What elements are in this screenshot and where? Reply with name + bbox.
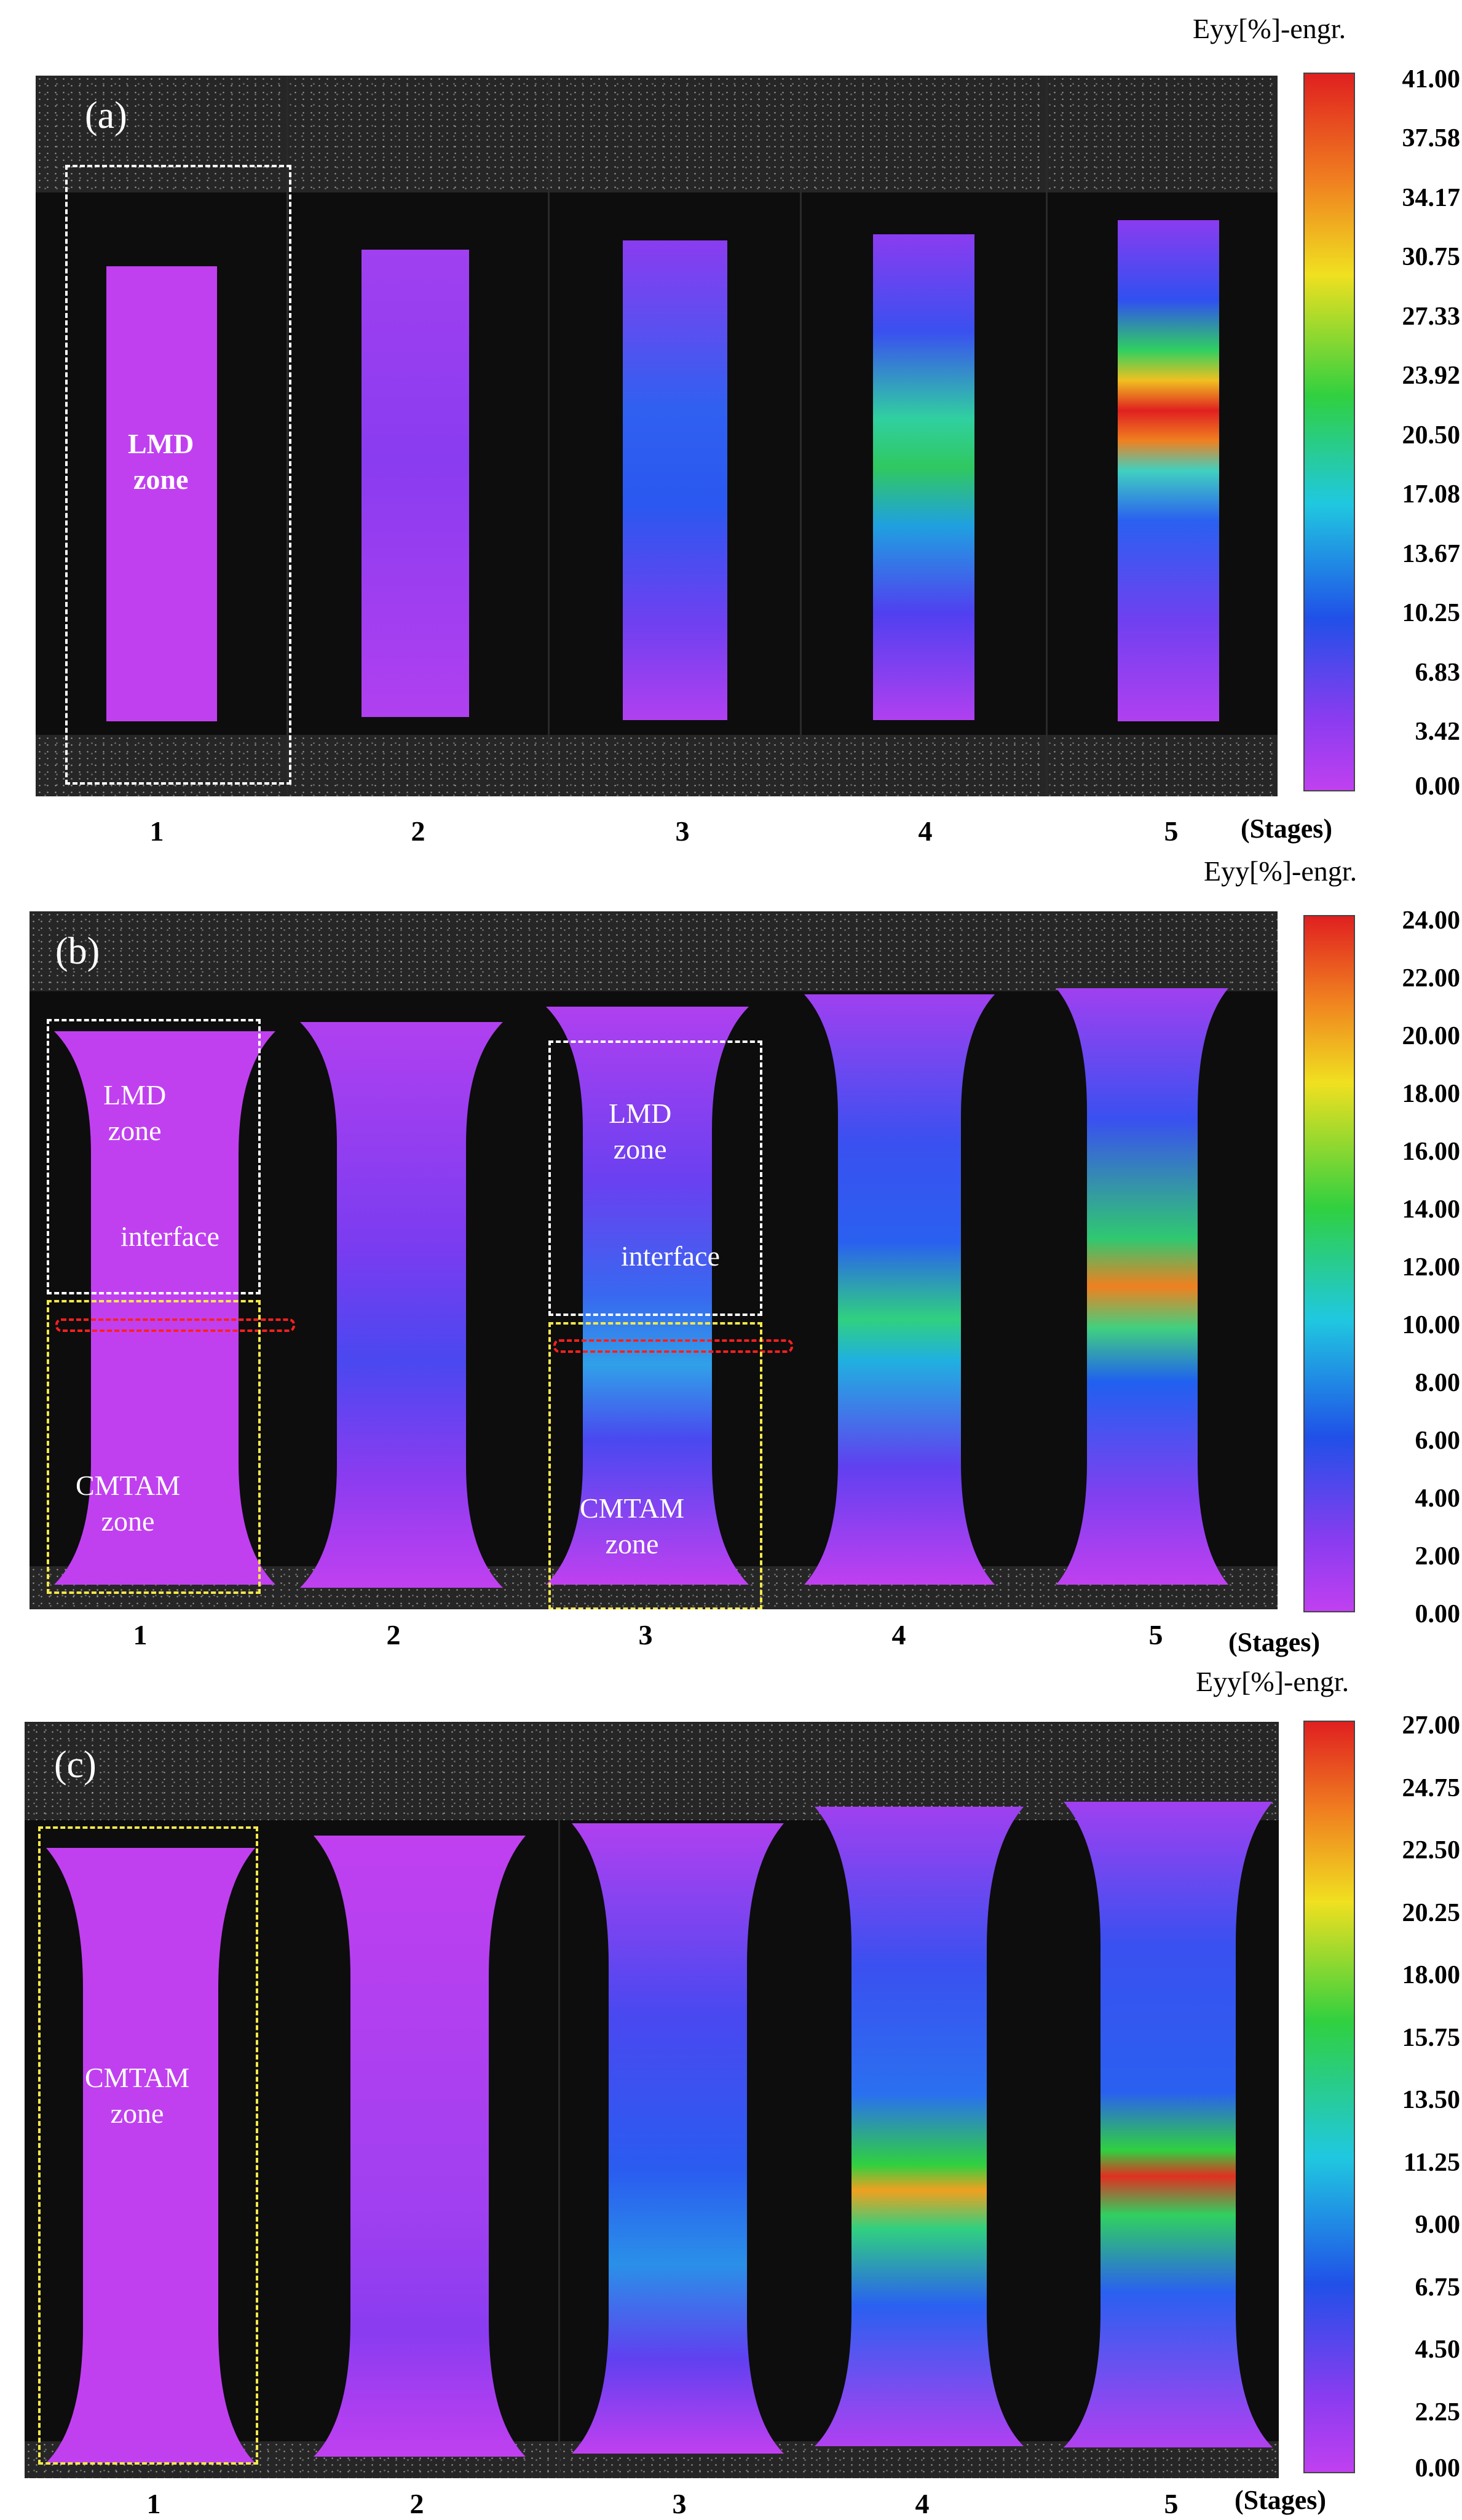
specimen-c4 — [815, 1807, 1024, 2446]
interface-line — [553, 1339, 793, 1353]
stages-title: (Stages) — [1235, 2485, 1327, 2515]
stage-label: 3 — [675, 815, 690, 847]
lmd-zone-label: LMD zone — [128, 428, 194, 495]
stage-label: 5 — [1164, 2488, 1179, 2519]
legend-title: Eyy[%]-engr. — [1204, 855, 1357, 887]
cmtam-zone-box — [38, 1826, 258, 2465]
stage-label: 3 — [672, 2488, 687, 2519]
specimen-b2 — [300, 1022, 503, 1588]
specimen-a2 — [362, 250, 469, 717]
panel-letter: (b) — [55, 930, 100, 972]
colorbar — [1303, 73, 1355, 791]
specimen-a5 — [1118, 220, 1219, 721]
lmd-zone-box — [65, 165, 291, 785]
specimen-b3 — [546, 1007, 749, 1585]
stage-label: 1 — [146, 2488, 161, 2519]
specimen-a4 — [873, 234, 974, 720]
grip-noise-top — [30, 911, 1278, 991]
panel-b: (b) LMD zone interface CMTAM zone LMD zo… — [30, 911, 1278, 1609]
lmd-zone-box — [47, 1019, 261, 1294]
legend-title: Eyy[%]-engr. — [1196, 1666, 1349, 1697]
stage-label: 2 — [411, 815, 425, 847]
specimen-b5 — [1056, 988, 1228, 1585]
cmtam-zone-box — [47, 1300, 261, 1594]
lmd-zone-box — [548, 1040, 762, 1316]
stage-label: 4 — [918, 815, 933, 847]
colorbar — [1303, 915, 1355, 1612]
legend-title: Eyy[%]-engr. — [1193, 13, 1346, 44]
stage-label: 1 — [133, 1619, 148, 1650]
panel-a: (a) LMD zone — [36, 76, 1278, 796]
specimen-c5 — [1064, 1802, 1273, 2447]
grip-noise-top — [36, 76, 1278, 192]
stage-label: 5 — [1164, 815, 1179, 847]
stages-title: (Stages) — [1241, 814, 1333, 844]
panel-c: (c) CMTAM zone — [25, 1722, 1279, 2478]
stage-label: 4 — [891, 1619, 906, 1650]
grip-noise-bottom — [36, 735, 1278, 796]
specimen-c2 — [314, 1836, 526, 2457]
stages-title: (Stages) — [1228, 1627, 1321, 1657]
specimen-b1 — [54, 1031, 275, 1585]
panel-letter: (c) — [54, 1744, 97, 1786]
cmtam-zone-box — [548, 1322, 762, 1609]
stage-label: 1 — [149, 815, 164, 847]
specimen-c3 — [572, 1823, 784, 2454]
specimen-a1 — [106, 266, 217, 721]
stage-label: 2 — [386, 1619, 401, 1650]
panel-letter: (a) — [85, 95, 127, 137]
stage-label: 3 — [638, 1619, 653, 1650]
specimen-a3 — [623, 240, 727, 720]
specimen-c1 — [46, 1848, 255, 2463]
stage-label: 4 — [915, 2488, 930, 2519]
stage-label: 2 — [409, 2488, 424, 2519]
stage-label: 5 — [1148, 1619, 1163, 1650]
colorbar — [1303, 1721, 1355, 2473]
interface-line — [55, 1318, 295, 1332]
specimen-b4 — [804, 994, 995, 1585]
